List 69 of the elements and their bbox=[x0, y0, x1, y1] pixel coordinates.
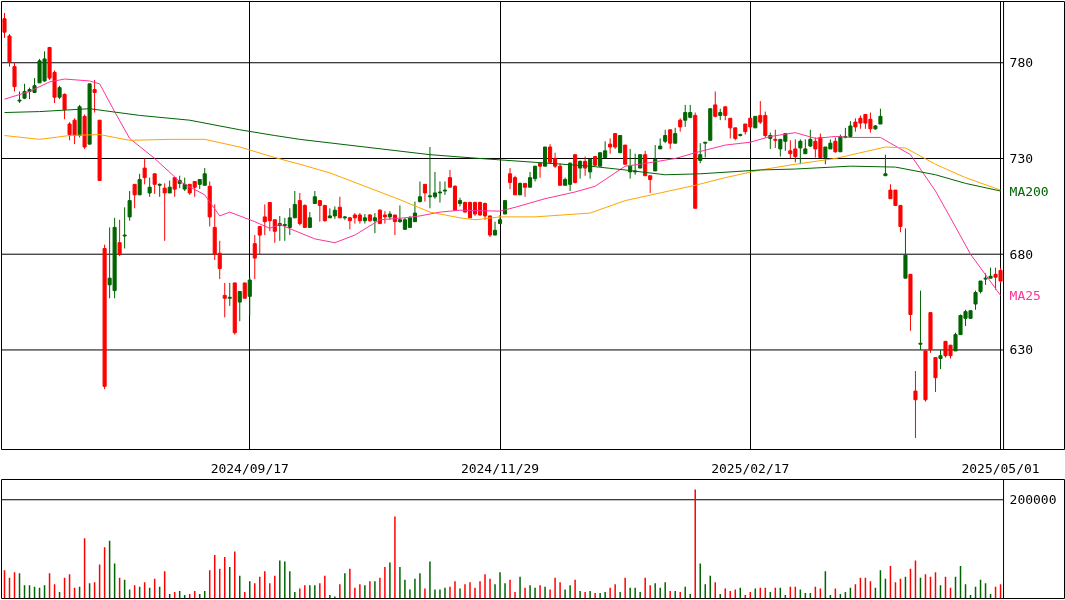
candlestick bbox=[362, 213, 367, 225]
candlestick bbox=[728, 117, 733, 139]
y-tick-label: 730 bbox=[1009, 150, 1034, 166]
candlestick bbox=[2, 12, 7, 39]
candlestick bbox=[432, 171, 438, 200]
candlestick bbox=[122, 206, 127, 249]
candlestick bbox=[913, 370, 918, 439]
candlestick bbox=[523, 182, 528, 198]
candlestick bbox=[392, 214, 397, 236]
candlestick bbox=[442, 180, 448, 196]
candlestick bbox=[683, 104, 688, 128]
candlestick bbox=[157, 182, 162, 198]
y-tick-label: 780 bbox=[1009, 55, 1034, 71]
candlestick bbox=[713, 90, 718, 118]
candlestick bbox=[512, 175, 518, 196]
candlestick bbox=[417, 180, 422, 204]
candlestick bbox=[938, 349, 943, 370]
candlestick bbox=[437, 180, 443, 204]
line-series bbox=[4, 78, 1002, 296]
candlestick bbox=[132, 183, 137, 209]
candlestick bbox=[117, 219, 122, 257]
candlestick bbox=[798, 138, 803, 165]
candlestick bbox=[332, 205, 337, 220]
candlestick bbox=[653, 144, 658, 172]
candlestick bbox=[12, 62, 17, 92]
candlestick bbox=[372, 212, 377, 234]
candlestick bbox=[337, 196, 342, 219]
candlestick bbox=[903, 227, 908, 279]
candlestick bbox=[608, 137, 613, 155]
candlestick bbox=[773, 129, 778, 149]
candlestick bbox=[62, 92, 67, 120]
candlestick bbox=[222, 282, 227, 318]
series-label: MA200 bbox=[1009, 183, 1049, 199]
candlestick bbox=[588, 157, 593, 180]
candlestick bbox=[883, 154, 888, 177]
y-tick-label: 630 bbox=[1009, 342, 1034, 358]
x-tick-label: 2024/09/17 bbox=[210, 460, 289, 476]
candlestick bbox=[578, 159, 583, 180]
candlestick bbox=[698, 142, 703, 164]
candlestick bbox=[302, 203, 307, 228]
candlestick bbox=[538, 162, 543, 179]
candlestick bbox=[668, 129, 673, 150]
y-tick-label: 200000 bbox=[1009, 492, 1057, 508]
candlestick bbox=[147, 177, 152, 198]
candlestick bbox=[92, 79, 97, 114]
candlestick bbox=[162, 182, 167, 242]
y-tick-label: 680 bbox=[1009, 246, 1034, 262]
x-tick-label: 2025/05/01 bbox=[961, 460, 1040, 476]
candlestick bbox=[933, 357, 938, 393]
candlestick bbox=[257, 225, 262, 255]
candlestick bbox=[252, 234, 257, 280]
candlestick bbox=[247, 276, 252, 316]
candlestick bbox=[142, 157, 147, 185]
candlestick bbox=[152, 173, 157, 195]
candlestick bbox=[623, 144, 628, 165]
candlestick bbox=[543, 146, 548, 167]
candlestick bbox=[127, 190, 132, 222]
x-tick-label: 2024/11/29 bbox=[460, 460, 540, 476]
series-label: MA25 bbox=[1009, 287, 1041, 303]
candlestick bbox=[973, 290, 978, 311]
candlestick bbox=[422, 183, 427, 203]
candlestick bbox=[137, 173, 142, 196]
candlestick bbox=[342, 215, 347, 221]
candlestick bbox=[382, 210, 387, 225]
candlestick bbox=[492, 221, 498, 236]
candlestick bbox=[237, 291, 242, 322]
candlestick bbox=[918, 290, 923, 351]
candlestick bbox=[227, 282, 232, 307]
x-tick-label: 2025/02/17 bbox=[711, 460, 790, 476]
